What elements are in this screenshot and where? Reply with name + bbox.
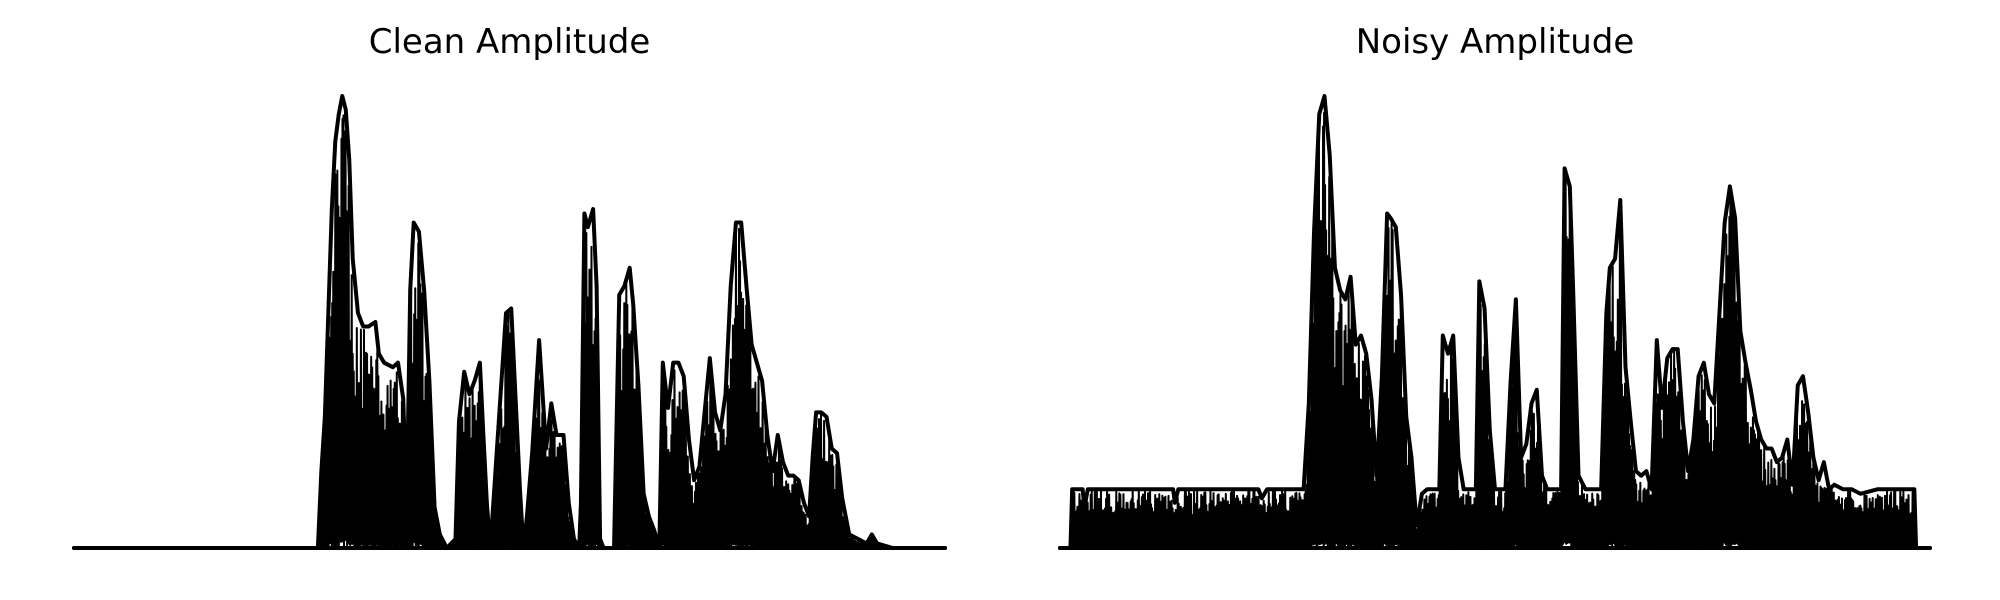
noisy-amplitude-envelope-line — [1058, 94, 1932, 550]
clean-amplitude-panel: Clean Amplitude — [72, 22, 947, 550]
chart-title: Noisy Amplitude — [1355, 22, 1635, 62]
clean-amplitude-envelope-line — [72, 94, 947, 550]
chart-title: Clean Amplitude — [368, 22, 651, 62]
clean-amplitude-waveform — [73, 114, 946, 549]
clean-amplitude-plot — [72, 94, 947, 550]
noisy-amplitude-plot — [1058, 94, 1932, 550]
noisy-amplitude-waveform — [1059, 111, 1931, 549]
noisy-amplitude-panel: Noisy Amplitude — [1000, 0, 2000, 600]
